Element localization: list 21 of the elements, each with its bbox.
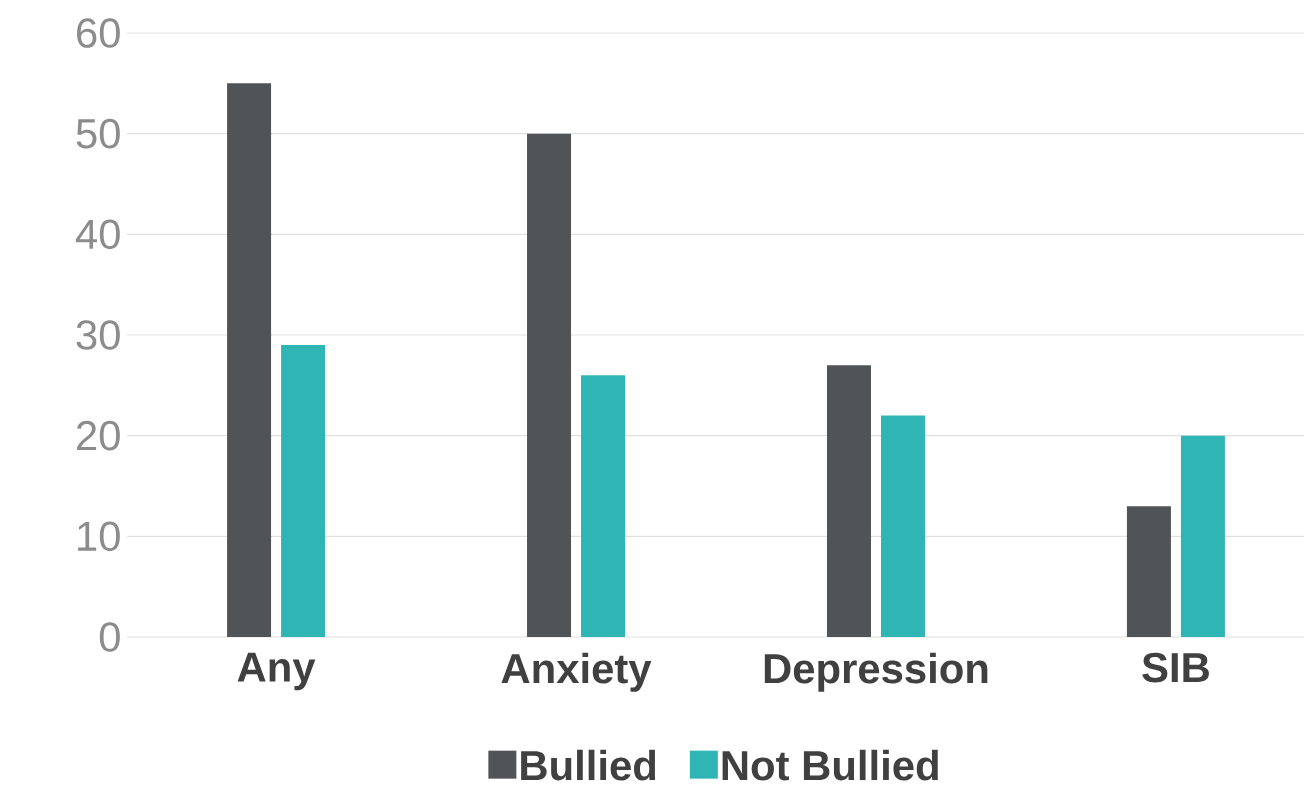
bar xyxy=(227,83,272,637)
bar xyxy=(1180,435,1225,637)
y-tick-label: 0 xyxy=(99,622,120,652)
legend-label: Not Bullied xyxy=(722,749,938,781)
x-tick-label: Anxiety xyxy=(501,652,652,692)
y-tick-label: 50 xyxy=(76,118,120,149)
bar xyxy=(1126,506,1171,637)
legend-label: Bullied xyxy=(521,749,656,781)
y-tick-label: 60 xyxy=(77,18,120,48)
x-tick-label: Any xyxy=(237,652,316,691)
y-tick-label: 30 xyxy=(76,320,120,350)
bar xyxy=(527,133,572,637)
y-tick-label: 40 xyxy=(75,219,120,250)
y-tick-label: 10 xyxy=(78,521,120,552)
bar xyxy=(826,365,871,637)
bar xyxy=(581,375,626,637)
bar xyxy=(281,345,326,637)
x-tick-label: SIB xyxy=(1142,652,1209,683)
x-tick-label: Depression xyxy=(764,652,988,692)
bar xyxy=(880,415,925,637)
y-tick-label: 20 xyxy=(77,420,120,451)
